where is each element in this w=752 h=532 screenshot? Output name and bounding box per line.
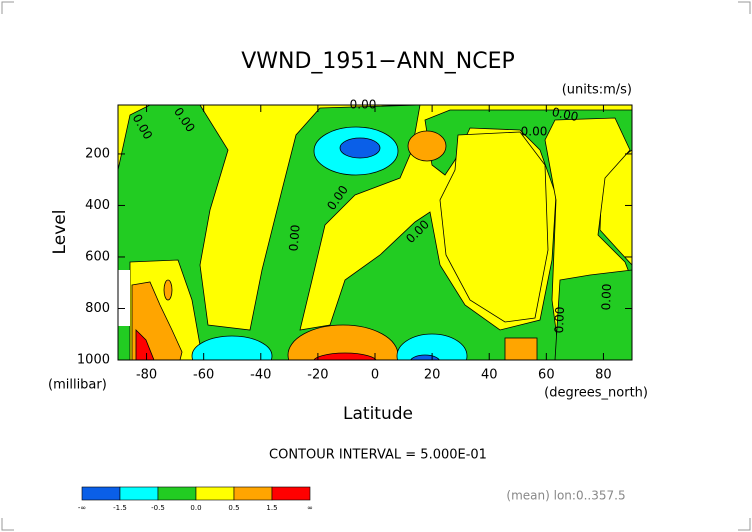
- contour-region: [554, 269, 632, 360]
- y-tick-label: 200: [85, 146, 110, 161]
- colorbar-swatch: [119, 486, 159, 501]
- colorbar-label: 1.5: [266, 504, 277, 512]
- contour-region: [135, 329, 155, 360]
- contour-label: 0.00: [551, 105, 580, 124]
- y-tick-label: 400: [85, 198, 110, 213]
- contour-region: [339, 137, 381, 159]
- contour-region: [407, 130, 447, 162]
- contour-label: 0.00: [521, 125, 548, 139]
- y-unit-label: (millibar): [48, 378, 107, 393]
- contour-region: [504, 337, 538, 360]
- x-axis-title: Latitude: [343, 404, 413, 424]
- x-tick-label: 40: [481, 368, 498, 383]
- x-tick-label: 0: [371, 368, 379, 383]
- colorbar-swatch: [195, 486, 235, 501]
- colorbar-label: 0.5: [228, 504, 239, 512]
- x-tick-label: -60: [193, 368, 214, 383]
- y-tick-label: 1000: [77, 353, 110, 368]
- contour-label: 0.00: [350, 98, 377, 112]
- x-unit-label: (degrees_north): [544, 386, 648, 401]
- colorbar-label: -0.5: [151, 504, 165, 512]
- colorbar-swatch: [233, 486, 273, 501]
- contour-label: 0.00: [552, 306, 567, 333]
- colorbar-label: -∞: [78, 504, 86, 512]
- y-axis-title: Level: [50, 210, 70, 255]
- contour-region: [313, 352, 377, 360]
- contour-label: 0.00: [599, 283, 614, 310]
- contour-label: 0.00: [286, 224, 302, 252]
- footer-note: (mean) lon:0..357.5: [506, 489, 625, 503]
- x-tick-label: -40: [250, 368, 271, 383]
- colorbar-swatch: [81, 486, 121, 501]
- contour-region: [163, 279, 173, 301]
- colorbar-swatch: [157, 486, 197, 501]
- x-tick-label: -80: [136, 368, 157, 383]
- contour-field: [118, 105, 632, 360]
- x-tick-label: 20: [424, 368, 441, 383]
- y-tick-label: 800: [85, 301, 110, 316]
- colorbar-swatch: [271, 486, 311, 501]
- x-tick-label: 60: [538, 368, 555, 383]
- y-tick-label: 600: [85, 249, 110, 264]
- contour-region: [191, 335, 273, 360]
- contour-region: [396, 333, 468, 360]
- colorbar-label: 0.0: [190, 504, 201, 512]
- contour-region: [439, 131, 549, 323]
- colorbar-label: -1.5: [113, 504, 127, 512]
- chart-title: VWND_1951−ANN_NCEP: [241, 49, 515, 74]
- x-tick-label: -20: [307, 368, 328, 383]
- contour-interval: CONTOUR INTERVAL = 5.000E-01: [269, 448, 487, 463]
- units-label: (units:m/s): [562, 83, 632, 98]
- x-tick-label: 80: [595, 368, 612, 383]
- colorbar-label: ∞: [307, 504, 313, 512]
